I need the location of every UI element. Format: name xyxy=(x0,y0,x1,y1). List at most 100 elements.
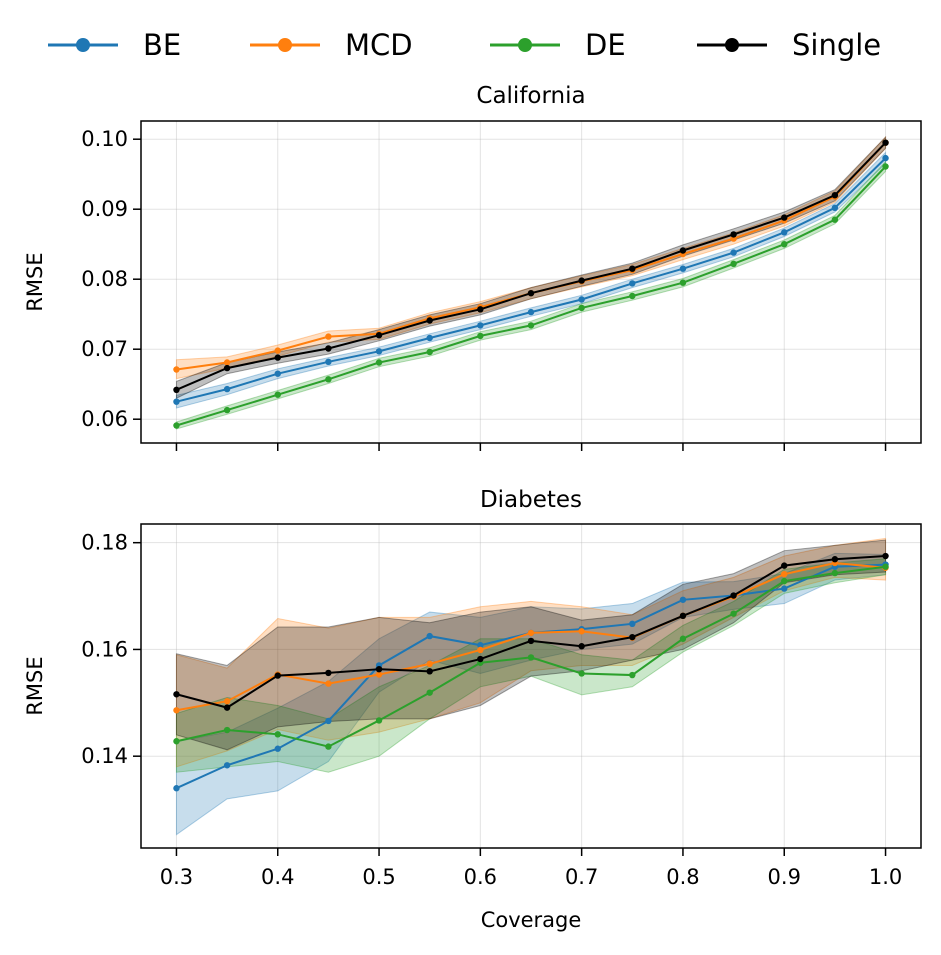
diabetes-point-single-3 xyxy=(325,669,332,677)
diabetes-point-be-2 xyxy=(274,745,281,752)
diabetes-point-mcd-12 xyxy=(781,570,788,578)
diabetes-point-mcd-4 xyxy=(375,671,383,678)
diabetes-point-de-4 xyxy=(375,717,383,724)
diabetes-ylabel: RMSE xyxy=(23,656,47,715)
california-point-be-2 xyxy=(274,370,281,377)
california-point-single-5 xyxy=(426,317,433,324)
california-point-single-13 xyxy=(831,192,839,199)
legend-label-single: Single xyxy=(792,28,881,62)
diabetes-point-be-10 xyxy=(679,596,687,603)
california-title: California xyxy=(476,83,585,109)
diabetes-xtick-label-1: 0.4 xyxy=(261,865,294,889)
california-point-mcd-3 xyxy=(325,333,332,340)
diabetes-point-mcd-5 xyxy=(426,660,433,668)
california-point-single-8 xyxy=(578,277,585,284)
diabetes-point-single-1 xyxy=(223,704,231,711)
california-axes-frame xyxy=(140,120,922,444)
diabetes-point-de-7 xyxy=(527,654,535,661)
diabetes-title: Diabetes xyxy=(480,487,582,513)
california-ytick-label-4: 0.10 xyxy=(81,127,128,151)
california-point-be-8 xyxy=(578,296,585,303)
diabetes-point-de-3 xyxy=(325,743,332,750)
california-point-de-10 xyxy=(679,279,687,286)
diabetes-point-single-12 xyxy=(781,562,788,569)
diabetes-point-single-5 xyxy=(426,668,433,675)
diabetes-xtick-label-4: 0.7 xyxy=(565,865,598,889)
california-point-de-1 xyxy=(223,406,231,414)
california-point-be-3 xyxy=(325,358,332,365)
diabetes-point-be-1 xyxy=(223,762,231,769)
diabetes-xtick-label-6: 0.9 xyxy=(768,865,801,889)
diabetes-point-single-11 xyxy=(730,592,737,599)
diabetes-point-mcd-0 xyxy=(173,707,180,714)
diabetes-point-be-9 xyxy=(629,620,636,628)
legend: BE MCD DE Single xyxy=(48,28,881,62)
california-point-be-5 xyxy=(426,334,433,342)
diabetes-point-de-10 xyxy=(679,635,687,642)
diabetes-xtick-label-2: 0.5 xyxy=(362,865,395,889)
legend-marker-mcd xyxy=(278,38,292,52)
california-ytick-label-3: 0.09 xyxy=(81,197,128,221)
california-point-de-8 xyxy=(578,304,585,312)
diabetes-point-single-9 xyxy=(629,633,636,641)
diabetes-point-mcd-1 xyxy=(223,698,231,705)
california-point-be-1 xyxy=(223,385,231,393)
diabetes-point-de-9 xyxy=(629,671,636,679)
california-point-single-12 xyxy=(781,214,788,221)
california-panel: 0.06 0.07 0.08 0.09 0.10 California RMSE xyxy=(23,83,922,451)
diabetes-xtick-label-7: 1.0 xyxy=(869,865,902,889)
california-point-be-10 xyxy=(679,265,687,272)
diabetes-xlabel: Coverage xyxy=(481,908,582,932)
diabetes-point-be-12 xyxy=(781,585,788,592)
california-ylabel: RMSE xyxy=(23,252,47,311)
legend-marker-single xyxy=(725,38,739,52)
california-point-de-7 xyxy=(527,322,535,329)
diabetes-point-single-10 xyxy=(679,612,687,620)
diabetes-point-de-14 xyxy=(882,563,889,570)
diabetes-point-de-12 xyxy=(781,577,788,585)
california-point-de-2 xyxy=(274,391,281,398)
california-point-be-4 xyxy=(375,348,383,355)
diabetes-point-de-1 xyxy=(223,726,231,734)
california-point-single-1 xyxy=(223,364,231,372)
california-point-be-0 xyxy=(173,398,180,405)
legend-label-de: DE xyxy=(585,28,626,62)
diabetes-point-be-5 xyxy=(426,632,433,640)
diabetes-point-mcd-6 xyxy=(477,646,484,654)
california-point-single-14 xyxy=(882,139,889,146)
legend-label-be: BE xyxy=(143,28,181,62)
diabetes-point-single-8 xyxy=(578,643,585,650)
diabetes-point-de-2 xyxy=(274,731,281,738)
california-point-de-0 xyxy=(173,422,180,429)
california-point-single-7 xyxy=(527,290,535,297)
california-point-de-14 xyxy=(882,163,889,170)
diabetes-point-mcd-8 xyxy=(578,628,585,635)
california-ytick-label-2: 0.08 xyxy=(81,267,128,291)
diabetes-point-single-6 xyxy=(477,655,484,663)
california-point-be-14 xyxy=(882,154,889,162)
california-point-de-11 xyxy=(730,260,737,267)
california-point-be-6 xyxy=(477,322,484,329)
diabetes-point-be-6 xyxy=(477,641,484,649)
california-point-be-7 xyxy=(527,308,535,316)
california-point-be-13 xyxy=(831,204,839,211)
california-point-single-3 xyxy=(325,345,332,352)
diabetes-xtick-label-5: 0.8 xyxy=(666,865,699,889)
diabetes-ytick-label-2: 0.18 xyxy=(81,531,128,555)
california-band-mcd xyxy=(175,135,887,380)
california-point-de-13 xyxy=(831,216,839,223)
diabetes-point-single-0 xyxy=(173,691,180,698)
california-point-single-10 xyxy=(679,247,687,254)
california-point-single-6 xyxy=(477,306,484,313)
california-point-single-11 xyxy=(730,231,737,238)
diabetes-point-de-5 xyxy=(426,689,433,696)
diabetes-point-single-4 xyxy=(375,665,383,673)
california-point-single-9 xyxy=(629,265,636,272)
diabetes-point-mcd-3 xyxy=(325,680,332,687)
california-point-single-0 xyxy=(173,386,180,393)
diabetes-ytick-label-1: 0.16 xyxy=(81,637,128,661)
legend-marker-be xyxy=(76,38,90,52)
diabetes-point-single-7 xyxy=(527,637,535,645)
